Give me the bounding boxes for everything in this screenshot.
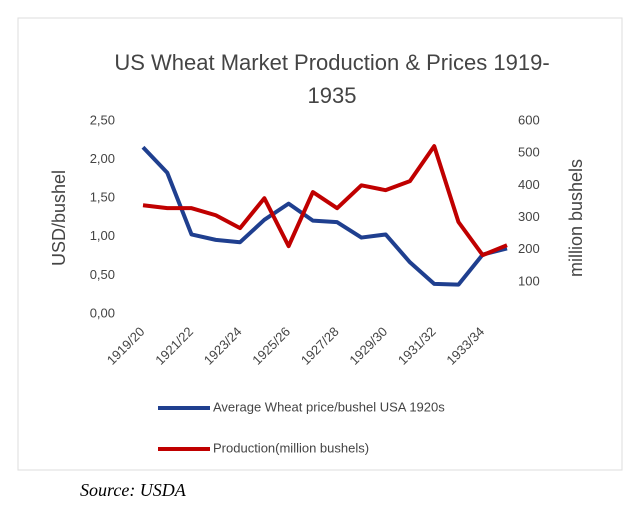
line-series [141, 145, 508, 287]
y-tick-label: 0,50 [90, 267, 115, 282]
source: Source: USDA [80, 480, 187, 500]
y2-tick-label: 300 [518, 209, 540, 224]
y2-tick-label: 500 [518, 145, 540, 160]
y-tick-label: 0,00 [90, 305, 115, 320]
y-axis-label: USD/bushel [49, 170, 69, 266]
legend-label: Production(million bushels) [213, 440, 369, 455]
chart-border [17, 17, 623, 471]
y2-axis-label: million bushels [566, 159, 586, 277]
y2-tick-label: 100 [518, 273, 540, 288]
y2-tick-label: 600 [518, 112, 540, 127]
y2-tick-label: 400 [518, 177, 540, 192]
y-tick-label: 1,00 [90, 228, 115, 243]
chart-title: US Wheat Market Production & Prices 1919… [114, 50, 550, 108]
y-tick-label: 2,50 [90, 112, 115, 127]
y2-tick-label: 200 [518, 241, 540, 256]
line-series [142, 144, 508, 258]
y-tick-label: 1,50 [90, 190, 115, 205]
y-tick-label: 2,00 [90, 151, 115, 166]
legend-label: Average Wheat price/bushel USA 1920s [213, 399, 445, 414]
